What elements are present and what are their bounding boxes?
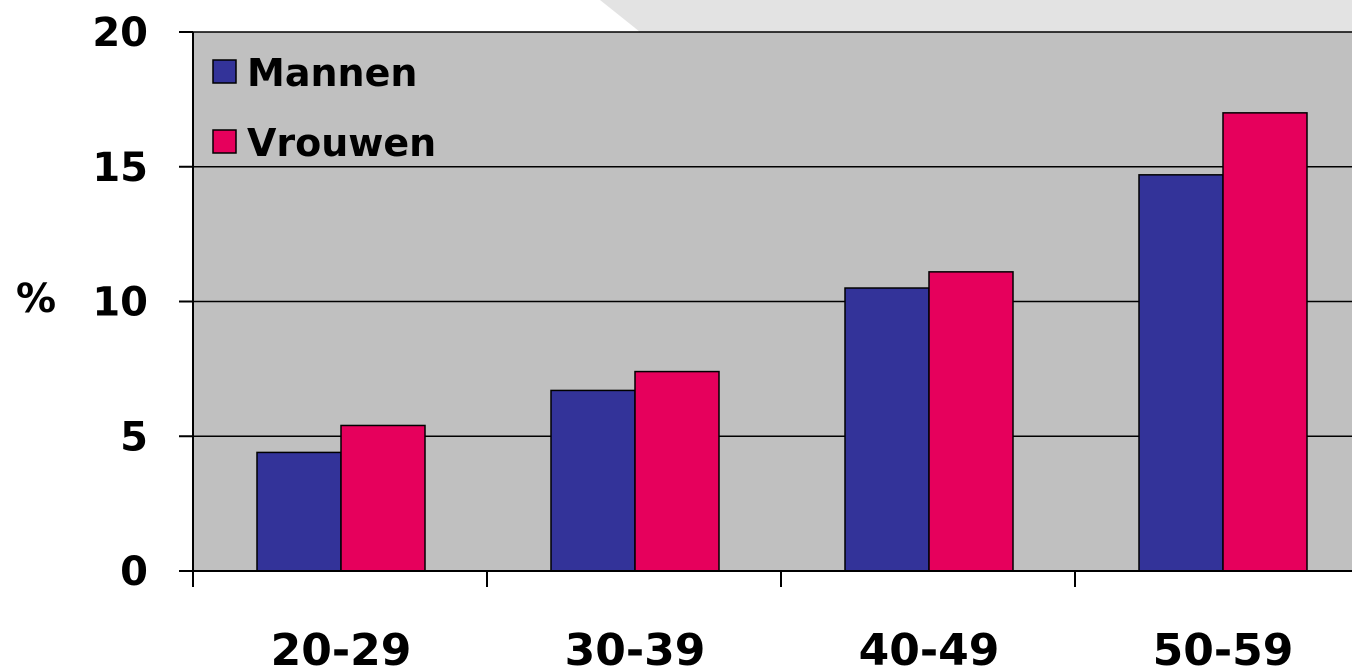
bar-vrouwen-20-29 (340, 424, 426, 572)
legend-label-vrouwen: Vrouwen (247, 121, 436, 165)
axes (192, 32, 1352, 587)
bar-mannen-40-49 (844, 287, 930, 572)
y-axis-label: % (16, 276, 56, 322)
x-tick-label: 20-29 (271, 625, 412, 671)
x-tick-label: 50-59 (1153, 625, 1294, 671)
x-tick-label: 40-49 (859, 625, 1000, 671)
bar-mannen-50-59 (1138, 174, 1224, 572)
bar-mannen-30-39 (550, 389, 636, 572)
bar-vrouwen-50-59 (1222, 112, 1308, 572)
bar-vrouwen-40-49 (928, 271, 1014, 572)
bar-vrouwen-30-39 (634, 370, 720, 572)
bar-mannen-20-29 (256, 451, 342, 572)
legend-swatch-vrouwen (212, 129, 237, 154)
y-tick-label: 20 (92, 10, 148, 56)
legend-label-mannen: Mannen (247, 51, 417, 95)
y-tick-label: 10 (92, 280, 148, 326)
y-tick-labels: 0 5 10 15 20 (92, 10, 148, 595)
y-tick-label: 0 (120, 549, 148, 595)
x-tick-label: 30-39 (565, 625, 706, 671)
y-tick-label: 15 (92, 145, 148, 191)
bars (256, 112, 1308, 572)
y-tick-label: 5 (120, 414, 148, 460)
legend: Mannen Vrouwen (212, 51, 436, 165)
x-tick-labels: 20-29 30-39 40-49 50-59 (271, 625, 1294, 671)
legend-swatch-mannen (212, 59, 237, 84)
decorative-background-shape (600, 0, 1352, 32)
